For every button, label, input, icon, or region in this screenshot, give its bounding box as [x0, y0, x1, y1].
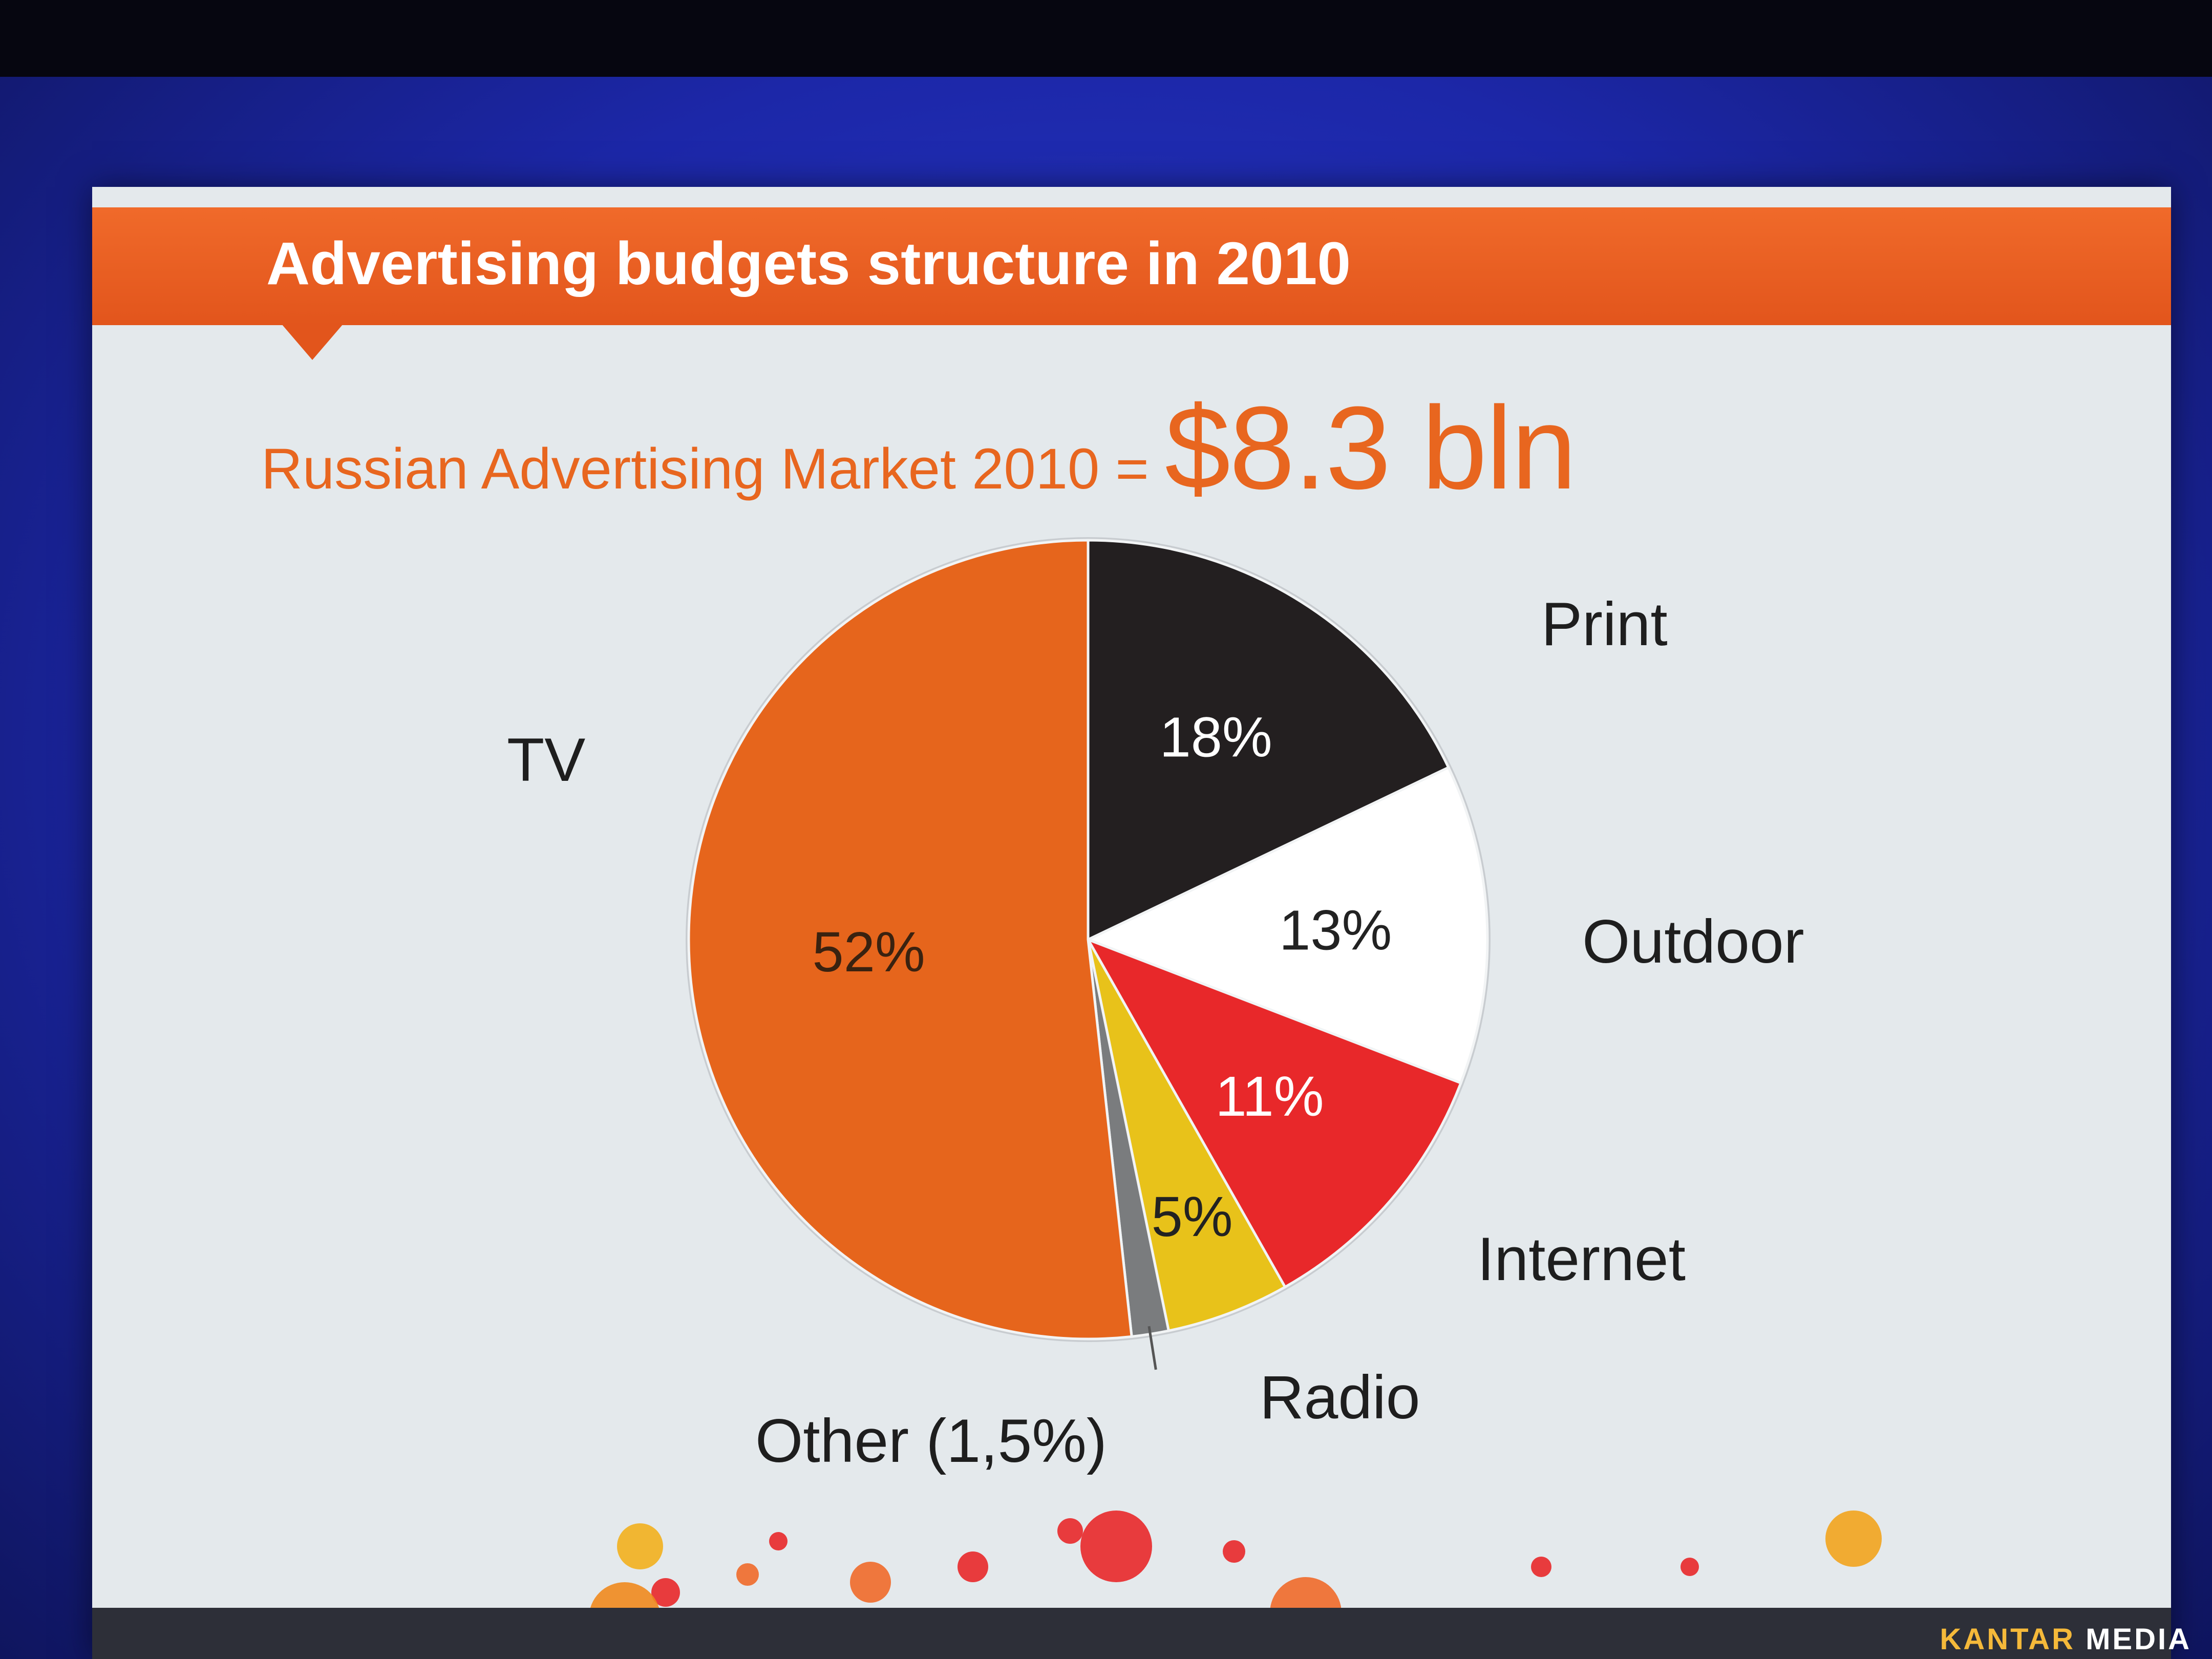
category-label-tv: TV	[507, 726, 585, 794]
market-size-line: Russian Advertising Market 2010 = $8.3 b…	[261, 387, 1577, 530]
value-label-tv: 52%	[813, 921, 925, 984]
category-label-other: Other (1,5%)	[755, 1407, 1107, 1475]
decorative-bubble	[850, 1562, 891, 1603]
brand-logo: KANTAR MEDIA	[1940, 1622, 2192, 1656]
pie-slice-internet	[1085, 937, 1463, 1289]
brand-logo-first: KANTAR	[1940, 1623, 2075, 1656]
market-size-label: Russian Advertising Market 2010 =	[261, 437, 1149, 501]
value-label-outdoor: 13%	[1279, 899, 1392, 962]
decorative-bubble	[1681, 1558, 1699, 1576]
category-label-print: Print	[1541, 590, 1668, 658]
category-label-radio: Radio	[1260, 1363, 1420, 1432]
header-pointer	[282, 324, 343, 360]
value-label-print: 18%	[1160, 706, 1272, 769]
leader-line-other	[1147, 1326, 1157, 1370]
category-label-internet: Internet	[1477, 1225, 1686, 1293]
decorative-bubble	[1080, 1511, 1152, 1582]
slide-header-bar	[92, 207, 2171, 325]
decorative-bubble	[1825, 1511, 1882, 1567]
slide-title: Advertising budgets structure in 2010	[266, 230, 1351, 297]
market-size-value: $8.3 bln	[1164, 382, 1577, 514]
brand-logo-second: MEDIA	[2086, 1623, 2192, 1656]
slide-footer-bar	[92, 1608, 2171, 1659]
decorative-bubble	[958, 1551, 988, 1582]
dark-surround	[0, 0, 2212, 77]
decorative-bubble	[1057, 1518, 1083, 1544]
decorative-bubble	[1223, 1540, 1245, 1563]
decorative-bubble	[651, 1578, 680, 1607]
pie-slice-radio	[1087, 939, 1287, 1332]
category-label-outdoor: Outdoor	[1582, 907, 1804, 976]
decorative-bubble	[1531, 1557, 1551, 1577]
value-label-radio: 5%	[1152, 1185, 1233, 1248]
pie-slice-tv	[687, 539, 1133, 1341]
decorative-bubble	[617, 1523, 663, 1569]
value-label-internet: 11%	[1216, 1065, 1324, 1128]
pie-slice-outdoor	[1084, 765, 1489, 1085]
pie-slice-print	[1087, 539, 1451, 942]
decorative-bubble	[736, 1563, 759, 1586]
decorative-bubble	[769, 1532, 788, 1550]
